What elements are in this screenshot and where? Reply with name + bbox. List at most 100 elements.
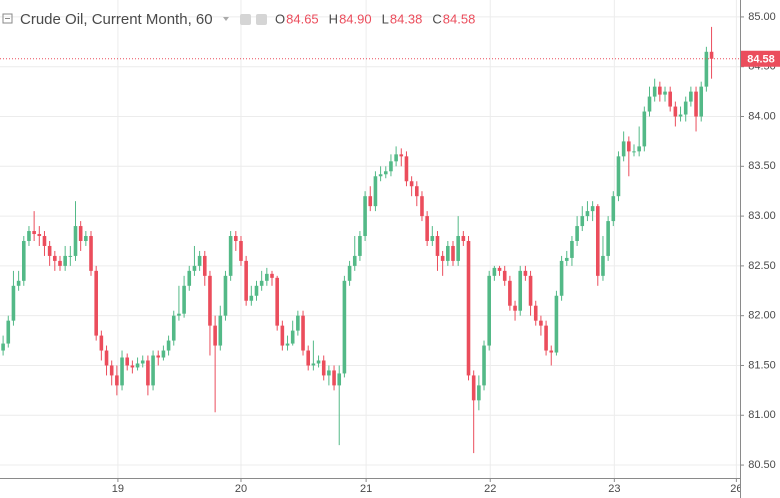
candle-body [621,141,626,157]
candle-body [16,280,21,286]
candle-body [187,270,192,286]
candle-body [275,277,279,326]
candle-body [311,363,316,366]
legend-value: 84.65 [286,11,319,26]
y-tick-label: 81.00 [748,409,776,421]
candle-body [539,320,543,326]
legend-key: L [382,11,389,26]
y-tick-label: 83.50 [748,160,776,172]
candle-body [601,255,605,276]
candle-body [192,265,197,271]
candle-body [673,106,678,117]
candle-body [699,86,704,117]
candle-body [627,141,631,152]
candle-body [404,156,409,182]
candle-body [616,156,621,197]
candle-body [383,171,388,175]
candle-body [21,240,26,281]
candle-body [182,285,186,314]
candle-body [301,315,305,351]
y-tick-label: 82.50 [748,260,776,272]
candle-body [94,270,98,336]
y-tick-label: 83.00 [748,210,776,222]
candle-body [399,154,404,157]
y-tick-label: 82.00 [748,310,776,322]
candle-body [409,181,414,187]
candle-body [140,360,145,364]
candle-body [316,360,321,364]
candle-body [63,255,67,266]
candle-body [78,226,83,241]
candle-body [585,211,590,217]
y-tick-label: 80.50 [748,459,776,471]
candle-body [575,226,579,241]
legend-value: 84.38 [390,11,423,26]
candle-body [73,226,78,256]
candle-body [47,245,52,256]
candle-body [259,280,264,286]
candle-body [27,231,31,241]
last-price-label: 84.58 [747,54,775,66]
y-tick-label: 84.00 [748,110,776,122]
collapse-icon[interactable] [2,13,13,24]
candle-body [683,101,688,115]
candle-body [502,270,507,281]
candle-body [321,360,326,376]
candle-body [166,340,171,351]
candle-body [704,51,709,87]
candle-body [694,91,698,117]
ohlc-legend: O 84.65 H 84.90 L 84.38 C 84.58 [275,11,475,26]
candle-body [456,236,460,261]
candle-body [430,236,435,241]
x-tick-label: 26 [730,483,742,495]
last-price-box [741,50,780,67]
candle-body [104,350,109,366]
legend-value: 84.58 [443,11,476,26]
candle-body [394,154,398,162]
candle-body [528,275,533,306]
candle-body [523,270,528,276]
candle-body [265,273,269,281]
eye-icon[interactable] [240,14,251,25]
candle-body [342,280,347,374]
x-tick-label: 19 [112,483,124,495]
candle-body [637,146,641,152]
candle-body [414,186,419,197]
candle-body [270,273,274,278]
plot-area: 19 20 21 22 23 26 [0,0,742,495]
settings-icon[interactable] [256,14,267,25]
candle-body [208,275,212,326]
candle-body [508,280,512,306]
candle-body [352,255,357,266]
candle-body [244,260,248,301]
candle-body [156,355,161,358]
candle-body [197,255,202,266]
candle-body [99,335,104,351]
candle-body [135,363,140,368]
candle-body [347,265,352,281]
candle-body [53,255,57,261]
candle-body [254,285,259,296]
dropdown-caret[interactable] [223,17,229,21]
candle-body [306,350,311,366]
candle-body [337,373,342,386]
candle-body [280,325,285,346]
legend-key: H [329,11,338,26]
candle-body [146,360,150,386]
candle-body [296,315,300,331]
candle-body [606,221,610,256]
candle-body [290,330,295,344]
legend-key: O [275,11,285,26]
candle-body [451,245,455,261]
candle-body [239,240,243,261]
candle-body [213,325,217,346]
candle-body [564,257,569,261]
candle-body [223,275,228,316]
candle-body [420,196,424,217]
candle-body [435,236,440,256]
candle-body [544,325,548,351]
candle-body [482,345,486,386]
legend-value: 84.90 [339,11,372,26]
candle-body [115,375,119,386]
